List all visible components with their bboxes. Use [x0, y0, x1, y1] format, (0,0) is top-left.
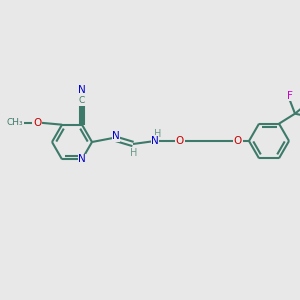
Text: CH₃: CH₃: [7, 118, 23, 127]
Text: C: C: [79, 96, 85, 105]
Text: O: O: [33, 118, 41, 128]
Text: F: F: [287, 91, 293, 101]
Text: H: H: [130, 148, 138, 158]
Text: H: H: [154, 129, 162, 139]
Text: N: N: [112, 131, 120, 141]
Text: N: N: [78, 85, 86, 95]
Text: O: O: [176, 136, 184, 146]
Text: O: O: [234, 136, 242, 146]
Text: N: N: [151, 136, 159, 146]
Text: N: N: [78, 154, 86, 164]
